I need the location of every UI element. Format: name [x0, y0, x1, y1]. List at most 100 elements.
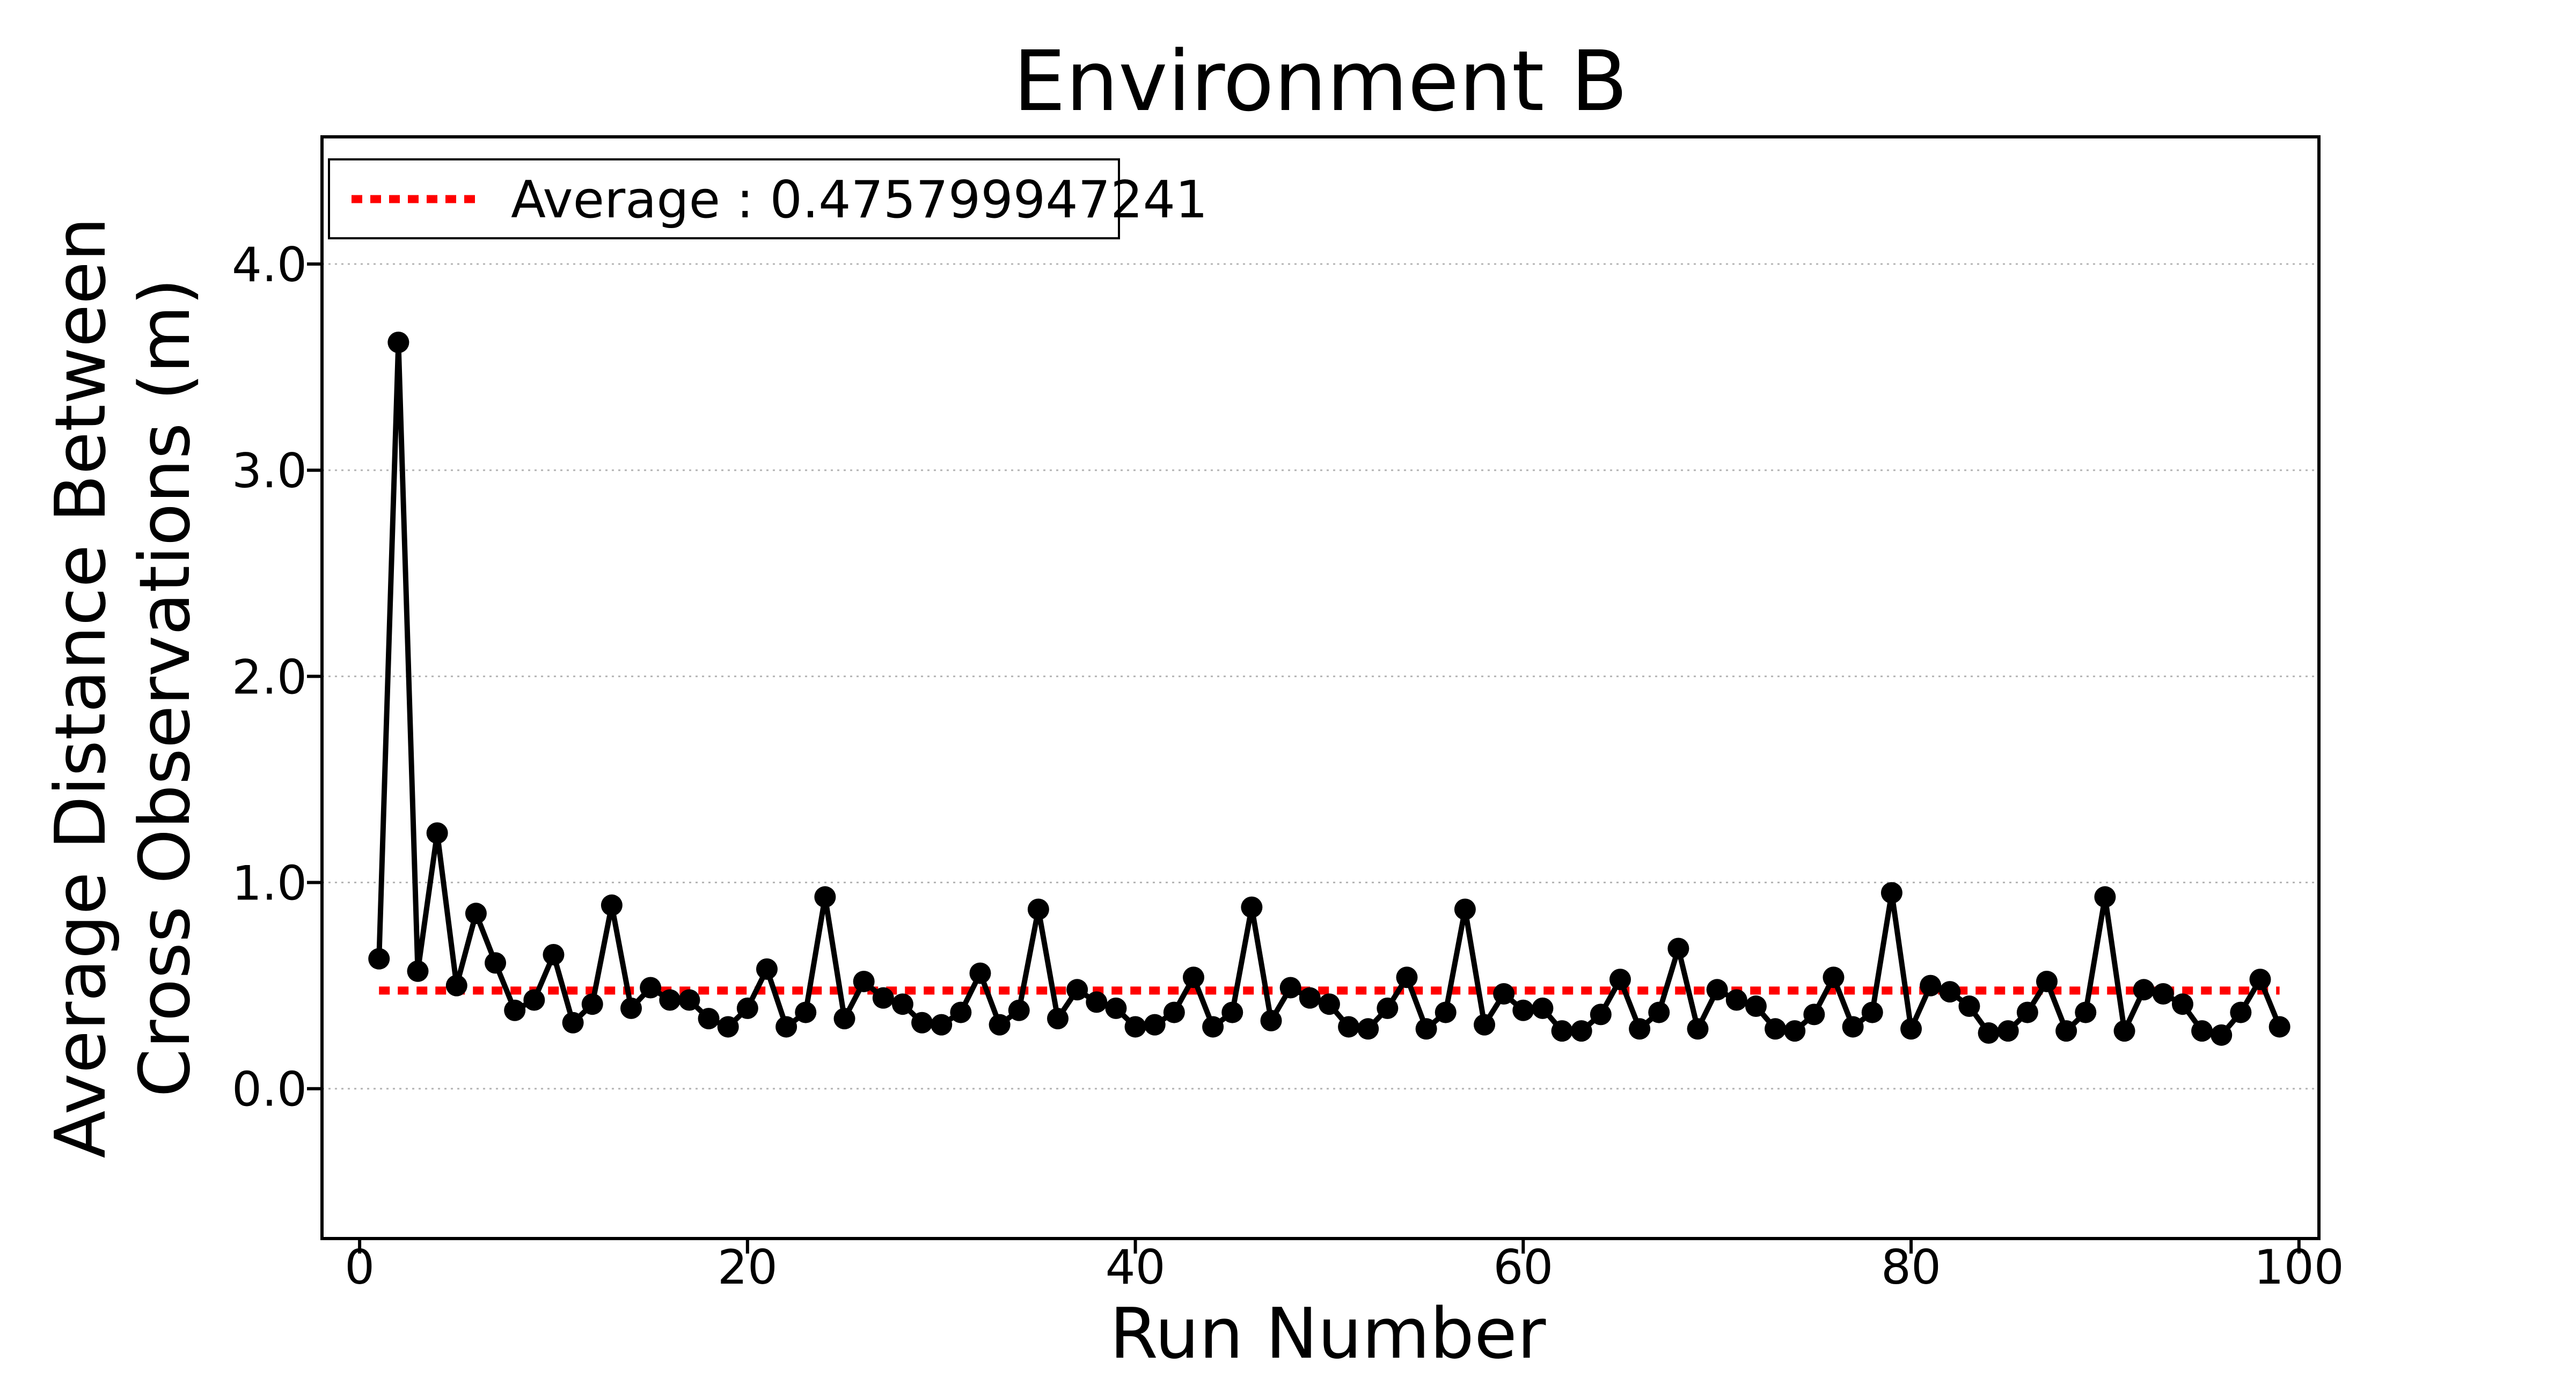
data-point — [2171, 993, 2193, 1015]
data-point — [543, 943, 565, 965]
data-point — [736, 997, 758, 1019]
data-point — [1124, 1016, 1146, 1038]
data-point — [1086, 991, 1108, 1013]
data-point — [678, 989, 700, 1011]
data-point — [1047, 1008, 1069, 1030]
data-point — [931, 1014, 953, 1036]
data-point — [523, 989, 545, 1011]
data-point — [717, 1016, 739, 1038]
data-point — [601, 894, 623, 916]
data-point — [407, 960, 429, 982]
data-point — [1279, 977, 1301, 999]
data-point — [445, 975, 467, 997]
data-point — [891, 993, 913, 1015]
data-point — [1880, 882, 1902, 904]
data-point — [2016, 1001, 2038, 1023]
data-point — [1570, 1020, 1592, 1042]
data-point — [2249, 969, 2271, 991]
x-tick-label: 0 — [345, 1240, 375, 1295]
data-point — [1978, 1022, 2000, 1044]
data-point — [1939, 981, 1961, 1003]
data-point — [2268, 1016, 2290, 1038]
data-point — [1803, 1004, 1825, 1026]
data-point — [1182, 966, 1204, 988]
x-tick-label: 100 — [2254, 1240, 2344, 1295]
data-point — [485, 952, 507, 974]
data-point — [1454, 898, 1476, 920]
data-point — [1842, 1016, 1864, 1038]
y-tick-label: 0.0 — [232, 1062, 307, 1117]
data-point — [620, 997, 642, 1019]
data-point — [911, 1012, 933, 1034]
data-point — [659, 989, 681, 1011]
data-point — [853, 970, 875, 992]
data-point — [775, 1016, 797, 1038]
y-tick-label: 4.0 — [232, 237, 307, 292]
data-point — [1396, 966, 1418, 988]
data-point — [1318, 993, 1340, 1015]
x-tick-label: 20 — [718, 1240, 778, 1295]
data-point — [562, 1012, 584, 1034]
data-point — [1512, 999, 1534, 1021]
data-point — [872, 987, 894, 1009]
chart-title: Environment B — [1013, 33, 1628, 130]
data-point — [1260, 1009, 1282, 1031]
data-point — [1997, 1020, 2019, 1042]
data-point — [2036, 970, 2058, 992]
axes-spines — [320, 135, 2321, 1240]
data-point — [1900, 1018, 1922, 1040]
data-point — [1920, 975, 1942, 997]
data-point — [1202, 1016, 1224, 1038]
data-point — [1725, 989, 1747, 1011]
data-point — [1629, 1018, 1651, 1040]
data-point — [504, 999, 526, 1021]
data-point — [1357, 1018, 1379, 1040]
data-point — [1609, 969, 1631, 991]
y-axis-label-line2: Cross Observations (m) — [124, 278, 206, 1097]
data-point — [1377, 997, 1399, 1019]
data-point — [1144, 1014, 1166, 1036]
data-point — [1551, 1020, 1573, 1042]
x-axis-label: Run Number — [1110, 1293, 1546, 1374]
data-point — [1435, 1001, 1457, 1023]
y-tick-label: 3.0 — [232, 443, 307, 499]
data-point — [2094, 886, 2116, 908]
data-point — [1648, 1001, 1670, 1023]
data-point — [1105, 997, 1127, 1019]
data-point — [1861, 1001, 1883, 1023]
data-point — [969, 962, 991, 984]
data-point — [426, 822, 448, 844]
data-point — [698, 1008, 720, 1030]
x-tick-label: 80 — [1881, 1240, 1941, 1295]
data-point — [368, 948, 390, 970]
data-point — [1823, 966, 1845, 988]
data-point — [1163, 1001, 1185, 1023]
y-axis-label-line1: Average Distance Between — [40, 217, 121, 1159]
data-point — [465, 903, 487, 925]
data-point — [640, 977, 662, 999]
data-point — [756, 958, 778, 980]
data-point — [989, 1014, 1011, 1036]
data-point — [1784, 1020, 1806, 1042]
data-point — [2133, 979, 2155, 1001]
data-point — [950, 1001, 972, 1023]
data-point — [833, 1008, 855, 1030]
data-point — [2211, 1024, 2233, 1046]
data-point — [1765, 1018, 1787, 1040]
data-point — [581, 993, 603, 1015]
data-point — [2055, 1020, 2077, 1042]
data-point — [1415, 1018, 1437, 1040]
x-tick-label: 60 — [1493, 1240, 1553, 1295]
data-point — [387, 332, 409, 354]
data-point — [2152, 983, 2174, 1005]
data-point — [2230, 1001, 2252, 1023]
x-tick-label: 40 — [1106, 1240, 1166, 1295]
data-point — [2113, 1020, 2135, 1042]
data-point — [1027, 898, 1049, 920]
data-point — [1299, 987, 1321, 1009]
data-point — [795, 1001, 817, 1023]
data-point — [1493, 983, 1515, 1005]
data-point — [1667, 937, 1689, 959]
